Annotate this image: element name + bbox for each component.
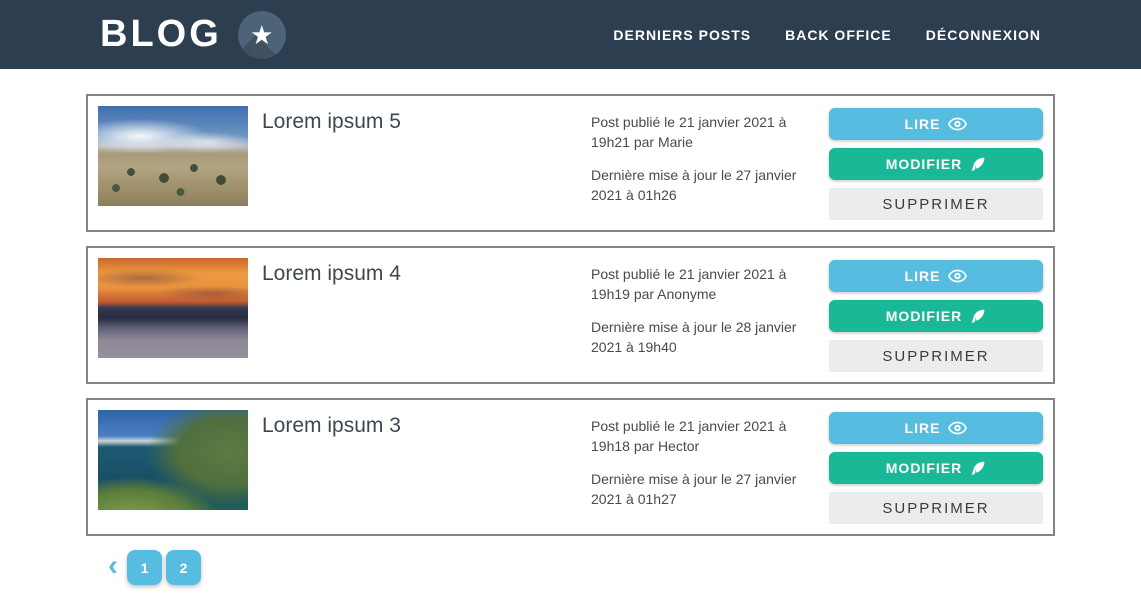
pagination-page-2[interactable]: 2	[166, 550, 201, 585]
header: BLOG ★ DERNIERS POSTS BACK OFFICE DÉCONN…	[0, 0, 1141, 69]
eye-icon	[948, 269, 968, 283]
read-button[interactable]: LIRE	[829, 412, 1043, 444]
post-meta-column: Post publié le 21 janvier 2021 à 19h18 p…	[591, 410, 829, 524]
post-published-text: Post publié le 21 janvier 2021 à 19h21 p…	[591, 114, 787, 151]
edit-button[interactable]: MODIFIER	[829, 452, 1043, 484]
star-glyph: ★	[250, 19, 274, 50]
post-title: Lorem ipsum 3	[262, 414, 401, 437]
post-thumbnail-coast	[98, 410, 248, 510]
post-thumbnail-sunset	[98, 258, 248, 358]
post-title: Lorem ipsum 5	[262, 110, 401, 133]
post-title-column: Lorem ipsum 4	[248, 258, 591, 372]
edit-button-label: MODIFIER	[885, 156, 963, 172]
pagination-prev-icon[interactable]: ‹	[108, 550, 118, 585]
post-published-text: Post publié le 21 janvier 2021 à 19h19 p…	[591, 266, 787, 303]
pagination: ‹ 1 2	[108, 550, 1055, 585]
edit-button-label: MODIFIER	[885, 308, 963, 324]
post-list: Lorem ipsum 5 Post publié le 21 janvier …	[0, 69, 1141, 585]
post-updated-text: Dernière mise à jour le 27 janvier 2021 …	[591, 470, 797, 507]
pagination-page-1[interactable]: 1	[127, 550, 162, 585]
delete-button[interactable]: SUPPRIMER	[829, 340, 1043, 372]
eye-icon	[948, 117, 968, 131]
post-actions: LIRE MODIFIER SUPPRIMER	[829, 258, 1043, 372]
main-nav: DERNIERS POSTS BACK OFFICE DÉCONNEXION	[613, 27, 1041, 43]
read-button[interactable]: LIRE	[829, 108, 1043, 140]
edit-button-label: MODIFIER	[885, 460, 963, 476]
post-card: Lorem ipsum 5 Post publié le 21 janvier …	[86, 94, 1055, 232]
nav-item-back-office[interactable]: BACK OFFICE	[785, 26, 892, 43]
post-actions: LIRE MODIFIER SUPPRIMER	[829, 410, 1043, 524]
post-thumbnail-prairie	[98, 106, 248, 206]
post-updated-text: Dernière mise à jour le 27 janvier 2021 …	[591, 166, 797, 203]
feather-icon	[970, 308, 986, 324]
read-button-label: LIRE	[904, 420, 941, 436]
feather-icon	[970, 460, 986, 476]
post-actions: LIRE MODIFIER SUPPRIMER	[829, 106, 1043, 220]
brand-logo[interactable]: BLOG ★	[100, 10, 286, 59]
post-title-column: Lorem ipsum 5	[248, 106, 591, 220]
read-button[interactable]: LIRE	[829, 260, 1043, 292]
edit-button[interactable]: MODIFIER	[829, 148, 1043, 180]
post-meta-column: Post publié le 21 janvier 2021 à 19h21 p…	[591, 106, 829, 220]
edit-button[interactable]: MODIFIER	[829, 300, 1043, 332]
eye-icon	[948, 421, 968, 435]
post-updated-text: Dernière mise à jour le 28 janvier 2021 …	[591, 318, 797, 355]
post-title-column: Lorem ipsum 3	[248, 410, 591, 524]
star-icon: ★	[237, 10, 286, 59]
post-title: Lorem ipsum 4	[262, 262, 401, 285]
feather-icon	[970, 156, 986, 172]
nav-item-derniers-posts[interactable]: DERNIERS POSTS	[613, 26, 752, 43]
read-button-label: LIRE	[904, 116, 941, 132]
brand-name: BLOG	[100, 13, 222, 55]
nav-item-deconnexion[interactable]: DÉCONNEXION	[925, 26, 1041, 43]
delete-button[interactable]: SUPPRIMER	[829, 492, 1043, 524]
post-card: Lorem ipsum 4 Post publié le 21 janvier …	[86, 246, 1055, 384]
post-card: Lorem ipsum 3 Post publié le 21 janvier …	[86, 398, 1055, 536]
post-published-text: Post publié le 21 janvier 2021 à 19h18 p…	[591, 418, 787, 455]
post-meta-column: Post publié le 21 janvier 2021 à 19h19 p…	[591, 258, 829, 372]
delete-button[interactable]: SUPPRIMER	[829, 188, 1043, 220]
read-button-label: LIRE	[904, 268, 941, 284]
